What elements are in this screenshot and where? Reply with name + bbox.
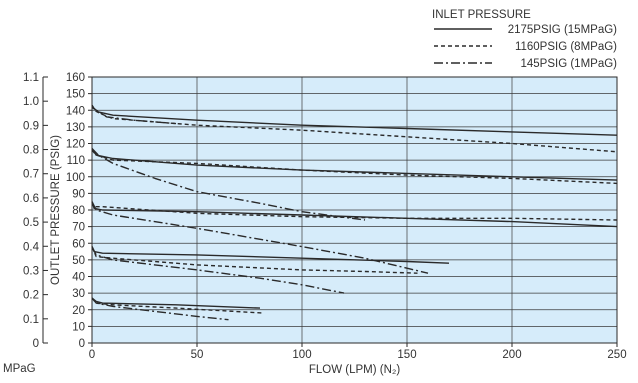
secondary-y-tick-label: 0.2	[23, 290, 39, 302]
x-axis-label: FLOW (LPM) (N₂)	[309, 364, 401, 376]
series-line-dash-dot-15	[91, 297, 229, 321]
y-tick-label: 110	[67, 155, 85, 167]
secondary-y-tick-label: 1.1	[23, 72, 39, 84]
x-tick-label: 0	[89, 349, 95, 361]
legend-label: 2175PSIG (15MPaG)	[508, 24, 617, 36]
y-tick-label: 60	[72, 238, 85, 250]
series-line-dashed-14	[91, 297, 265, 314]
secondary-y-tick-label: 0.1	[23, 314, 39, 326]
x-tick-label: 250	[607, 349, 626, 361]
y-axis-label: OUTLET PRESSURE (PSIG)	[50, 135, 62, 285]
series-line-dashed-11	[91, 246, 418, 274]
y-tick-label: 160	[66, 72, 85, 84]
secondary-y-axis-label: MPaG	[3, 363, 36, 375]
legend: INLET PRESSURE 2175PSIG (15MPaG) 1160PSIG…	[432, 9, 617, 70]
legend-label: 145PSIG (1MPaG)	[520, 58, 617, 70]
y-tick-label: 150	[66, 89, 85, 101]
secondary-y-tick-label: 0.9	[23, 120, 39, 132]
x-tick-label: 150	[397, 349, 416, 361]
series-line-dash-dot-3	[91, 104, 177, 125]
secondary-y-tick-label: 0	[33, 338, 39, 350]
x-tick-label: 100	[292, 349, 311, 361]
y-tick-label: 30	[72, 288, 85, 300]
series-line-dashed-8	[91, 201, 618, 221]
secondary-y-tick-label: 0.3	[23, 265, 39, 277]
series-line-dashed-5	[91, 149, 618, 185]
series-line-dashed-2	[91, 105, 618, 153]
secondary-y-tick-label: 0.7	[23, 169, 39, 181]
y-tick-label: 10	[72, 321, 85, 333]
y-tick-label: 70	[72, 222, 85, 234]
x-tick-label: 50	[191, 349, 204, 361]
y-tick-label: 50	[72, 255, 85, 267]
y-tick-label: 90	[72, 188, 85, 200]
x-tick-label: 200	[502, 349, 521, 361]
y-tick-label: 20	[72, 305, 85, 317]
series-line-dash-dot-12	[91, 246, 345, 294]
y-tick-label: 140	[66, 105, 85, 117]
secondary-y-tick-label: 0.8	[23, 145, 39, 157]
secondary-y-tick-label: 0.6	[23, 193, 39, 205]
legend-label: 1160PSIG (8MPaG)	[515, 41, 617, 53]
y-tick-label: 100	[66, 172, 85, 184]
series-line-dash-dot-6	[91, 148, 366, 221]
secondary-y-tick-label: 1.0	[23, 96, 39, 108]
secondary-y-tick-label: 0.4	[23, 241, 40, 253]
series-line-solid-13	[91, 297, 261, 309]
secondary-y-tick-label: 0.5	[23, 217, 39, 229]
y-tick-label: 40	[72, 272, 85, 284]
y-tick-label: 120	[66, 139, 85, 151]
y-tick-label: 80	[72, 205, 85, 217]
legend-title: INLET PRESSURE	[432, 9, 531, 21]
y-tick-label: 130	[66, 122, 85, 134]
y-tick-label: 0	[79, 338, 85, 350]
